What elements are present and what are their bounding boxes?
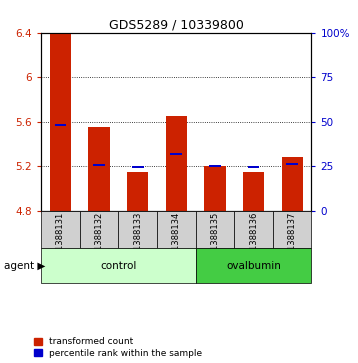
- Bar: [93, 164, 105, 166]
- Bar: [88, 127, 110, 211]
- Text: GSM1388132: GSM1388132: [95, 212, 103, 268]
- Bar: [132, 166, 144, 168]
- Bar: [166, 116, 187, 211]
- Bar: [209, 165, 221, 167]
- Bar: [195, 211, 234, 248]
- Bar: [157, 211, 195, 248]
- Text: GSM1388134: GSM1388134: [172, 212, 181, 268]
- Bar: [248, 166, 260, 168]
- Bar: [127, 172, 148, 211]
- Bar: [50, 33, 71, 211]
- Bar: [243, 172, 264, 211]
- Text: control: control: [100, 261, 137, 271]
- Bar: [55, 124, 66, 126]
- Bar: [118, 211, 157, 248]
- Text: GSM1388137: GSM1388137: [288, 212, 297, 268]
- Text: GSM1388133: GSM1388133: [133, 212, 142, 268]
- Bar: [195, 248, 311, 283]
- Bar: [286, 163, 298, 165]
- Bar: [41, 211, 80, 248]
- Bar: [41, 248, 195, 283]
- Bar: [170, 152, 182, 155]
- Text: ovalbumin: ovalbumin: [226, 261, 281, 271]
- Text: GSM1388135: GSM1388135: [211, 212, 219, 268]
- Text: GSM1388131: GSM1388131: [56, 212, 65, 268]
- Legend: transformed count, percentile rank within the sample: transformed count, percentile rank withi…: [33, 337, 203, 359]
- Text: GSM1388136: GSM1388136: [249, 212, 258, 268]
- Bar: [281, 157, 303, 211]
- Title: GDS5289 / 10339800: GDS5289 / 10339800: [109, 19, 244, 32]
- Bar: [273, 211, 311, 248]
- Bar: [204, 166, 226, 211]
- Bar: [234, 211, 273, 248]
- Bar: [80, 211, 118, 248]
- Text: agent ▶: agent ▶: [4, 261, 45, 271]
